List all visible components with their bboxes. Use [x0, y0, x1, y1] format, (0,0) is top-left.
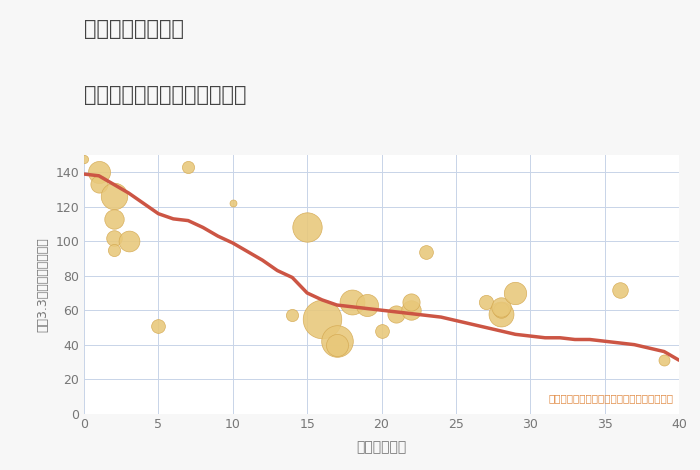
Point	[331, 341, 342, 348]
Point	[153, 322, 164, 329]
Text: 円の大きさは、取引のあった物件面積を示す: 円の大きさは、取引のあった物件面積を示す	[548, 393, 673, 403]
Point	[495, 306, 506, 314]
Point	[346, 298, 357, 306]
Point	[376, 327, 387, 335]
Point	[406, 306, 417, 314]
Point	[78, 155, 90, 162]
Text: 築年数別中古マンション価格: 築年数別中古マンション価格	[84, 85, 246, 105]
Point	[510, 289, 521, 297]
Point	[614, 286, 625, 293]
Point	[108, 246, 119, 254]
Point	[421, 248, 432, 255]
Point	[108, 215, 119, 223]
Point	[406, 298, 417, 306]
Point	[93, 169, 104, 176]
Point	[391, 310, 402, 317]
Text: 千葉県柏たなか駅: 千葉県柏たなか駅	[84, 19, 184, 39]
Point	[93, 180, 104, 188]
X-axis label: 築年数（年）: 築年数（年）	[356, 440, 407, 454]
Point	[227, 200, 238, 207]
Point	[123, 237, 134, 245]
Point	[480, 298, 491, 306]
Point	[287, 312, 298, 319]
Point	[316, 315, 328, 322]
Point	[302, 224, 313, 231]
Point	[659, 356, 670, 364]
Point	[495, 303, 506, 311]
Point	[108, 234, 119, 242]
Point	[331, 337, 342, 345]
Point	[183, 164, 194, 171]
Point	[361, 301, 372, 309]
Y-axis label: 坪（3.3㎡）単価（万円）: 坪（3.3㎡）単価（万円）	[36, 237, 50, 332]
Point	[495, 310, 506, 317]
Point	[108, 193, 119, 200]
